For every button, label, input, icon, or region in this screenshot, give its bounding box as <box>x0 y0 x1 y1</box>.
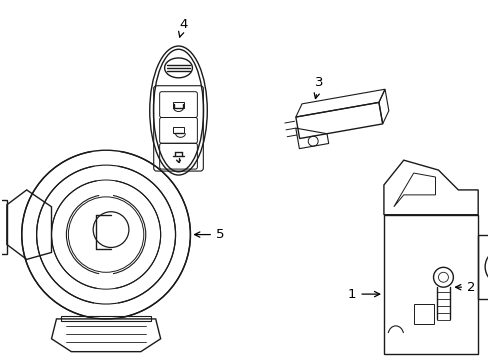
Bar <box>172 127 184 133</box>
Bar <box>414 304 434 324</box>
Text: 3: 3 <box>314 76 324 99</box>
Bar <box>61 316 151 321</box>
Text: 5: 5 <box>195 228 224 241</box>
Text: 4: 4 <box>179 18 188 37</box>
Bar <box>172 102 184 108</box>
Bar <box>478 235 490 299</box>
Text: 1: 1 <box>348 288 380 301</box>
Text: 2: 2 <box>456 281 475 294</box>
Bar <box>384 215 478 354</box>
